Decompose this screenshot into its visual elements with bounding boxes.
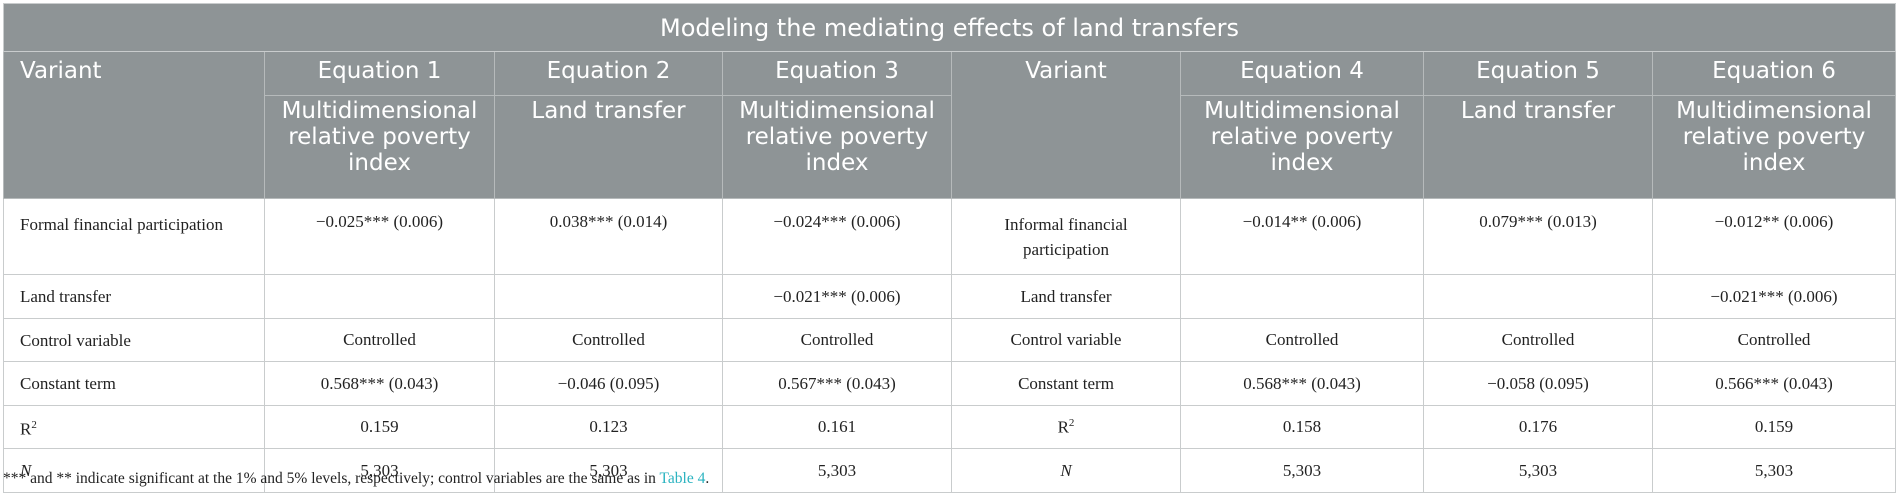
table-cell: −0.024*** (0.006) <box>722 198 952 275</box>
table-cell: 0.079*** (0.013) <box>1423 198 1653 275</box>
table-cell: 0.566*** (0.043) <box>1651 361 1897 406</box>
table-title: Modeling the mediating effects of land t… <box>2 3 1897 52</box>
table-cell: 5,303 <box>1423 448 1653 493</box>
row-label: Formal financial participation <box>3 198 265 275</box>
equation-3-header: Equation 3 <box>722 51 952 96</box>
table-cell <box>494 274 723 319</box>
row-label: Constant term <box>951 361 1181 406</box>
table-cell: 0.038*** (0.014) <box>494 198 723 275</box>
table-row-r-squared: R2 0.159 0.123 0.161 R2 0.158 0.176 0.15… <box>3 405 1897 449</box>
dependent-3-header: Multidimensional relative poverty index <box>722 95 952 199</box>
dependent-6-header: Multidimensional relative poverty index <box>1651 95 1897 199</box>
table-4-link[interactable]: Table 4 <box>659 470 706 487</box>
footnote-end: . <box>705 470 710 487</box>
row-label: Informal financial participation <box>951 198 1181 275</box>
row-label: R2 <box>3 405 265 449</box>
table-cell: 0.159 <box>264 405 495 449</box>
table-cell: Controlled <box>1651 318 1897 362</box>
r-symbol: R <box>20 419 32 439</box>
table-cell: Controlled <box>722 318 952 362</box>
table-cell: −0.021*** (0.006) <box>722 274 952 319</box>
table-cell: 0.123 <box>494 405 723 449</box>
table-cell <box>264 274 495 319</box>
table-cell: Controlled <box>1423 318 1653 362</box>
table-cell: Controlled <box>494 318 723 362</box>
table-cell: −0.012** (0.006) <box>1651 198 1897 275</box>
table-cell: Controlled <box>1180 318 1424 362</box>
table-cell: 5,303 <box>1651 448 1897 493</box>
variant-header-left: Variant <box>3 51 265 199</box>
table-cell: −0.021*** (0.006) <box>1651 274 1897 319</box>
table-cell: 0.567*** (0.043) <box>722 361 952 406</box>
row-label: Land transfer <box>951 274 1181 319</box>
table-row-sample-size: N 5,303 5,303 5,303 N 5,303 5,303 5,303 <box>3 448 1897 493</box>
dependent-2-header: Land transfer <box>494 95 723 199</box>
row-label: R2 <box>951 405 1181 449</box>
table-cell: −0.058 (0.095) <box>1423 361 1653 406</box>
table-cell: −0.014** (0.006) <box>1180 198 1424 275</box>
table-cell <box>1180 274 1424 319</box>
table-cell: 0.568*** (0.043) <box>1180 361 1424 406</box>
equation-6-header: Equation 6 <box>1651 51 1897 96</box>
table-cell: 0.568*** (0.043) <box>264 361 495 406</box>
table-cell <box>1423 274 1653 319</box>
r-symbol: R <box>1057 417 1069 437</box>
row-label: Constant term <box>3 361 265 406</box>
table-cell: 0.159 <box>1651 405 1897 449</box>
variant-header-right: Variant <box>951 51 1181 199</box>
row-label: Land transfer <box>3 274 265 319</box>
table-cell: 5,303 <box>1180 448 1424 493</box>
dependent-1-header: Multidimensional relative poverty index <box>264 95 495 199</box>
table-row-control-variable: Control variable Controlled Controlled C… <box>3 318 1897 362</box>
dependent-5-header: Land transfer <box>1423 95 1653 199</box>
table-cell: 0.176 <box>1423 405 1653 449</box>
equation-1-header: Equation 1 <box>264 51 495 96</box>
dependent-4-header: Multidimensional relative poverty index <box>1180 95 1424 199</box>
table-cell: 0.161 <box>722 405 952 449</box>
mediating-effects-table: Modeling the mediating effects of land t… <box>2 3 1897 493</box>
table-row-financial-participation: Formal financial participation −0.025***… <box>3 198 1897 275</box>
superscript: 2 <box>31 418 37 431</box>
table-cell: −0.046 (0.095) <box>494 361 723 406</box>
row-label: N <box>951 448 1181 493</box>
table-row-land-transfer: Land transfer −0.021*** (0.006) Land tra… <box>3 274 1897 319</box>
table-cell: 0.158 <box>1180 405 1424 449</box>
table-cell: Controlled <box>264 318 495 362</box>
superscript: 2 <box>1068 416 1075 429</box>
table-row-constant-term: Constant term 0.568*** (0.043) −0.046 (0… <box>3 361 1897 406</box>
results-table-container: Modeling the mediating effects of land t… <box>2 3 1897 493</box>
row-label: Control variable <box>3 318 265 362</box>
equation-4-header: Equation 4 <box>1180 51 1424 96</box>
equation-5-header: Equation 5 <box>1423 51 1653 96</box>
table-footnote: *** and ** indicate significant at the 1… <box>3 470 709 488</box>
row-label: Control variable <box>951 318 1181 362</box>
equation-2-header: Equation 2 <box>494 51 723 96</box>
table-cell: −0.025*** (0.006) <box>264 198 495 275</box>
table-cell: 5,303 <box>722 448 952 493</box>
row-label: N <box>3 448 265 493</box>
footnote-text: *** and ** indicate significant at the 1… <box>3 470 660 487</box>
